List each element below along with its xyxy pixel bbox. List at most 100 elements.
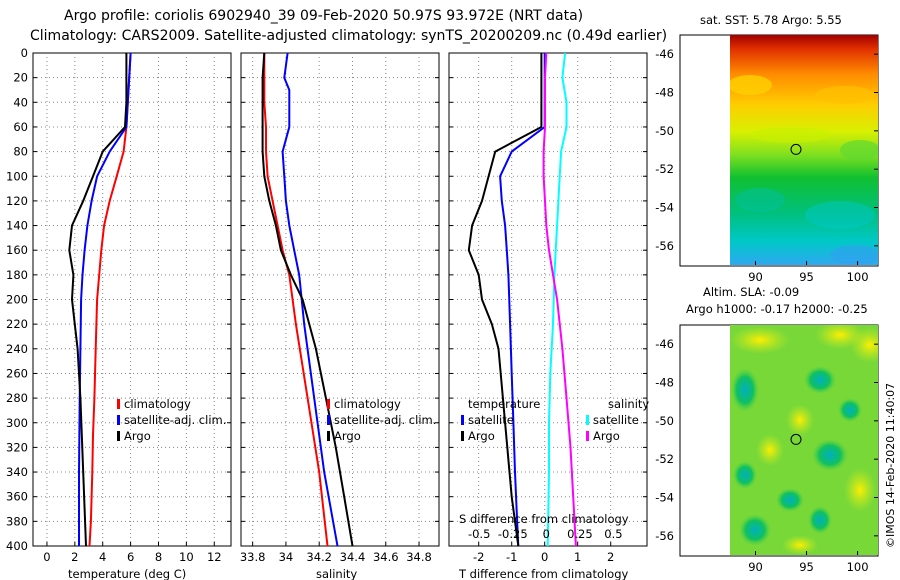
lon-tick-label: 95 [799, 270, 814, 284]
argo-position-marker-sla [790, 433, 802, 445]
legend-t-satellite: satellite [468, 413, 514, 427]
s-diff-tick-label: 0.25 [567, 527, 593, 541]
legend-s-satellite: satellite [593, 413, 639, 427]
legend-swatch-sal-climatology [327, 399, 330, 409]
lat-tick-label: -54 [655, 491, 674, 505]
legend-title-salinity: salinity [608, 397, 649, 411]
lat-tick-label: -50 [655, 124, 674, 138]
depth-tick-label: 400 [6, 539, 28, 553]
x-tick-label: 34.2 [306, 550, 332, 564]
x-tick-label: 4 [99, 550, 106, 564]
salinity-legend: climatology satellite-adj. clim. Argo [327, 397, 436, 443]
profile-line-argo [68, 53, 128, 547]
legend-sal-climatology: climatology [334, 397, 401, 411]
lat-tick-label: -56 [655, 529, 674, 543]
profile-line-salinity-satellite [546, 52, 568, 547]
legend-s-argo: Argo [593, 429, 620, 443]
lat-tick-label: -50 [655, 414, 674, 428]
depth-tick-label: 220 [6, 317, 28, 331]
profile-line-argo [261, 52, 354, 547]
legend-satellite: satellite-adj. clim. [124, 413, 226, 427]
lon-tick-label: 90 [748, 270, 763, 284]
sst-map: sat. SST: 5.78 Argo: 5.55 -46 -48 -50 -52 -5… [655, 13, 879, 284]
profile-line-temperature-argo [467, 53, 543, 547]
x-tick-label: 2 [71, 550, 78, 564]
legend-swatch-argo [117, 431, 120, 441]
temperature-profiles [68, 52, 132, 547]
salinity-difference-ticks: -0.5 -0.25 0 0.25 0.5 [468, 527, 623, 541]
figure-title-line2: Climatology: CARS2009. Satellite-adjuste… [30, 28, 667, 44]
depth-tick-label: 360 [6, 490, 28, 504]
x-tick-label: 0 [541, 550, 548, 564]
sla-map-title-line1: Altim. SLA: -0.09 [703, 285, 799, 299]
depth-tick-label: 0 [21, 46, 28, 60]
sst-map-ticks: -46 -48 -50 -52 -54 -56 90 95 100 [655, 47, 878, 284]
depth-tick-label: 120 [6, 194, 28, 208]
lon-tick-label: 100 [847, 270, 869, 284]
figure-title-line1: Argo profile: coriolis 6902940_39 09-Feb… [64, 8, 583, 24]
depth-tick-label: 340 [6, 465, 28, 479]
legend-title-temperature: temperature [468, 397, 540, 411]
x-tick-label: 33.8 [240, 550, 266, 564]
sla-field [730, 325, 878, 555]
salinity-grid: 33.8 34 34.2 34.4 34.6 34.8 [240, 52, 439, 564]
depth-tick-label: 280 [6, 391, 28, 405]
legend-swatch-t-satellite [461, 415, 464, 425]
s-diff-tick-label: 0.5 [604, 527, 622, 541]
lon-tick-label: 100 [847, 560, 869, 574]
difference-panel: -2 -1 0 1 2 T difference from climatology S … [448, 52, 649, 580]
lon-tick-label: 95 [799, 560, 814, 574]
x-tick-label: 34.8 [406, 550, 432, 564]
legend-swatch-sal-satellite [327, 415, 330, 425]
legend-climatology: climatology [124, 397, 191, 411]
sla-map-title-line2: Argo h1000: -0.17 h2000: -0.25 [686, 302, 868, 316]
x-tick-label: 2 [607, 550, 614, 564]
legend-sal-argo: Argo [334, 429, 361, 443]
legend-sal-satellite: satellite-adj. clim. [334, 413, 436, 427]
depth-tick-label: 300 [6, 416, 28, 430]
difference-legend: temperature salinity satellite Argo sate… [461, 397, 649, 443]
lat-tick-label: -56 [655, 239, 674, 253]
profile-line-satellite-adj-clim- [281, 52, 339, 547]
x-tick-label: 34.6 [373, 550, 399, 564]
s-diff-tick-label: -0.25 [498, 527, 528, 541]
x-tick-label: -2 [473, 550, 484, 564]
x-tick-label: 6 [127, 550, 134, 564]
sla-map-ticks: -46 -48 -50 -52 -54 -56 90 95 100 [655, 337, 878, 574]
legend-swatch-sal-argo [327, 431, 330, 441]
difference-profiles [467, 52, 577, 547]
lat-tick-label: -48 [655, 376, 674, 390]
lat-tick-label: -46 [655, 47, 674, 61]
x-tick-label: 1 [574, 550, 581, 564]
x-tick-label: 10 [179, 550, 194, 564]
argo-position-marker [790, 143, 802, 155]
salinity-panel: 33.8 34 34.2 34.4 34.6 34.8 salinity climatol… [240, 52, 440, 580]
lat-tick-label: -54 [655, 201, 674, 215]
depth-tick-label: 140 [6, 219, 28, 233]
sla-map: Altim. SLA: -0.09 Argo h1000: -0.17 h200… [655, 285, 879, 574]
temperature-panel: 0204060801001201401601802002202402602803… [6, 46, 232, 580]
x-tick-label: 12 [207, 550, 222, 564]
temperature-grid: 0 2 4 6 8 10 12 [33, 52, 231, 564]
lat-tick-label: -48 [655, 86, 674, 100]
legend-swatch-climatology [117, 399, 120, 409]
temperature-axis-label: temperature (deg C) [68, 567, 186, 580]
x-tick-label: 8 [155, 550, 162, 564]
depth-tick-label: 260 [6, 366, 28, 380]
lat-tick-label: -52 [655, 162, 674, 176]
salinity-profiles [261, 52, 354, 547]
lat-tick-label: -52 [655, 452, 674, 466]
profile-line-salinity-argo [542, 52, 577, 547]
salinity-axis-label: salinity [316, 567, 357, 580]
x-tick-label: 0 [43, 550, 50, 564]
lon-tick-label: 90 [748, 560, 763, 574]
x-tick-label: -1 [506, 550, 517, 564]
sst-field [730, 35, 878, 265]
legend-t-argo: Argo [468, 429, 495, 443]
legend-swatch-s-argo [586, 431, 589, 441]
depth-tick-label: 180 [6, 268, 28, 282]
s-diff-tick-label: 0 [543, 527, 550, 541]
x-tick-label: 34 [279, 550, 294, 564]
difference-grid: -2 -1 0 1 2 [449, 52, 647, 564]
imos-timestamp: ©IMOS 14-Feb-2020 11:40:07 [884, 383, 897, 548]
